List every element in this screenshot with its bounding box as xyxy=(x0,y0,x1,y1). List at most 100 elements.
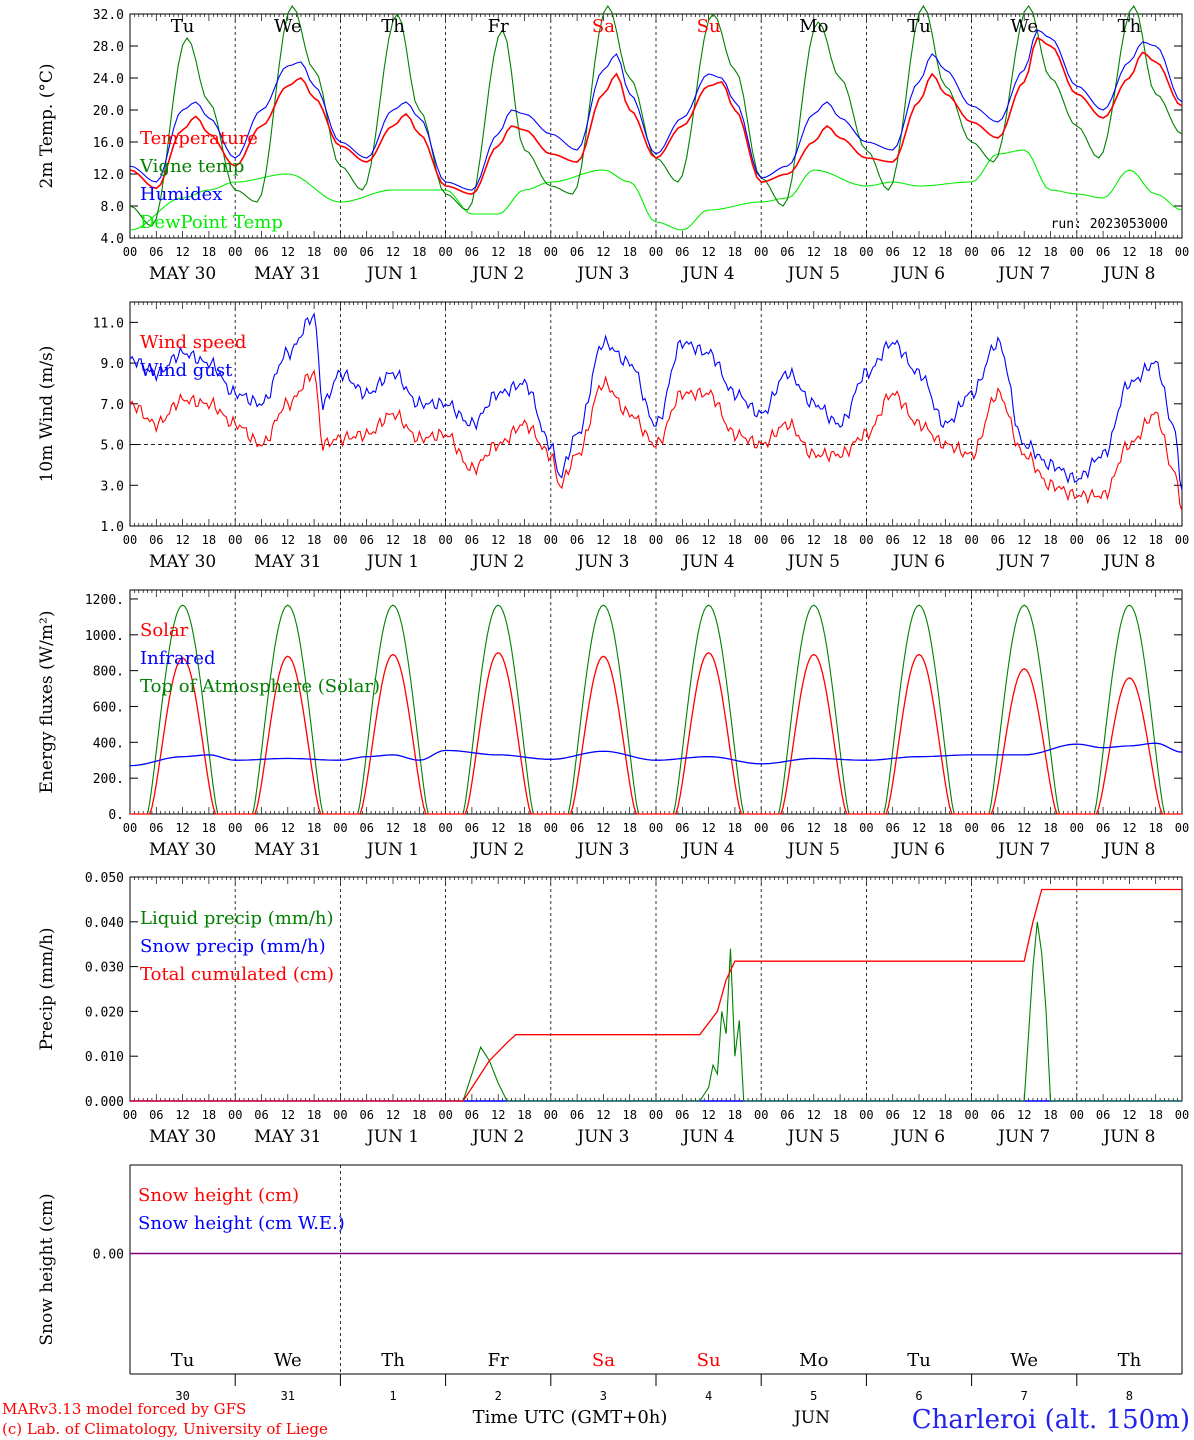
hour-tick-label: 12 xyxy=(701,821,715,835)
hour-tick-label: 06 xyxy=(149,245,163,259)
hour-tick-label: 00 xyxy=(649,1108,663,1122)
hour-tick-label: 06 xyxy=(149,533,163,547)
hour-tick-label: 06 xyxy=(1096,1108,1110,1122)
hour-tick-label: 18 xyxy=(1148,245,1162,259)
hour-tick-label: 06 xyxy=(991,533,1005,547)
date-label: JUN 7 xyxy=(996,840,1050,860)
y-tick-label: 16.0 xyxy=(93,136,124,151)
hour-tick-label: 12 xyxy=(1017,533,1031,547)
hour-tick-label: 00 xyxy=(438,1108,452,1122)
hour-tick-label: 12 xyxy=(491,1108,505,1122)
hour-tick-label: 06 xyxy=(465,1108,479,1122)
legend-entry: Snow height (cm W.E.) xyxy=(138,1213,345,1234)
y-tick-label: 4.0 xyxy=(101,232,124,247)
hour-tick-label: 06 xyxy=(675,533,689,547)
hour-tick-label: 18 xyxy=(833,1108,847,1122)
hour-tick-label: 12 xyxy=(281,245,295,259)
y-tick-label: 0.00 xyxy=(93,1248,124,1263)
series-line-total-cumulated xyxy=(130,888,1182,1102)
hour-tick-label: 18 xyxy=(833,533,847,547)
hour-tick-label: 12 xyxy=(807,1108,821,1122)
date-label: MAY 30 xyxy=(149,552,216,572)
legend-entry: Snow height (cm) xyxy=(138,1185,299,1206)
date-label: JUN 2 xyxy=(470,264,524,284)
hour-tick-label: 12 xyxy=(701,1108,715,1122)
hour-tick-label: 00 xyxy=(438,533,452,547)
y-tick-label: 5.0 xyxy=(101,439,124,454)
hour-tick-label: 18 xyxy=(833,821,847,835)
date-label: JUN 3 xyxy=(575,264,629,284)
hour-tick-label: 12 xyxy=(1122,245,1136,259)
hour-tick-label: 00 xyxy=(1070,821,1084,835)
date-label: JUN 7 xyxy=(996,264,1050,284)
hour-tick-label: 00 xyxy=(859,533,873,547)
hour-tick-label: 18 xyxy=(1043,821,1057,835)
legend-entry: Solar xyxy=(140,620,189,641)
date-label: JUN 1 xyxy=(365,1127,419,1147)
hour-tick-label: 06 xyxy=(885,245,899,259)
hour-tick-label: 00 xyxy=(964,1108,978,1122)
hour-tick-label: 00 xyxy=(544,821,558,835)
hour-tick-label: 12 xyxy=(491,245,505,259)
hour-tick-label: 18 xyxy=(938,821,952,835)
date-label: JUN 1 xyxy=(365,264,419,284)
legend-entry: Wind gust xyxy=(140,360,233,381)
y-tick-label: 20.0 xyxy=(93,104,124,119)
hour-tick-label: 06 xyxy=(780,245,794,259)
hour-tick-label: 00 xyxy=(859,245,873,259)
hour-tick-label: 18 xyxy=(728,533,742,547)
hour-tick-label: 18 xyxy=(938,533,952,547)
hour-tick-label: 12 xyxy=(281,1108,295,1122)
hour-tick-label: 06 xyxy=(254,533,268,547)
date-label: JUN 2 xyxy=(470,552,524,572)
day-name: Fr xyxy=(488,1350,509,1371)
hour-tick-label: 12 xyxy=(1122,821,1136,835)
hour-tick-label: 00 xyxy=(544,533,558,547)
hour-tick-label: 12 xyxy=(912,533,926,547)
hour-tick-label: 06 xyxy=(465,245,479,259)
date-label: JUN 1 xyxy=(365,840,419,860)
y-tick-label: 0.010 xyxy=(85,1050,124,1065)
y-tick-label: 24.0 xyxy=(93,72,124,87)
date-label: MAY 31 xyxy=(254,840,321,860)
hour-tick-label: 06 xyxy=(780,1108,794,1122)
hour-tick-label: 06 xyxy=(570,821,584,835)
day-name: We xyxy=(1010,16,1038,37)
hour-tick-label: 18 xyxy=(517,533,531,547)
hour-tick-label: 00 xyxy=(754,533,768,547)
hour-tick-label: 12 xyxy=(1122,533,1136,547)
day-name: Th xyxy=(1118,1350,1142,1371)
date-label: JUN 6 xyxy=(891,1127,945,1147)
model-credit: MARv3.13 model forced by GFS xyxy=(2,1400,246,1418)
hour-tick-label: 12 xyxy=(596,821,610,835)
legend-entry: Total cumulated (cm) xyxy=(140,964,334,985)
hour-tick-label: 18 xyxy=(728,1108,742,1122)
hour-tick-label: 06 xyxy=(359,533,373,547)
hour-tick-label: 06 xyxy=(465,533,479,547)
hour-tick-label: 00 xyxy=(438,821,452,835)
hour-tick-label: 18 xyxy=(412,821,426,835)
legend-entry: Humidex xyxy=(140,184,222,205)
hour-tick-label: 06 xyxy=(1096,821,1110,835)
hour-tick-label: 06 xyxy=(675,821,689,835)
legend-entry: Temperature xyxy=(140,128,258,149)
hour-tick-label: 00 xyxy=(228,821,242,835)
hour-tick-label: 18 xyxy=(202,245,216,259)
y-axis-title: 2m Temp. (°C) xyxy=(37,63,57,188)
hour-tick-label: 12 xyxy=(596,1108,610,1122)
day-name: Tu xyxy=(171,16,195,37)
y-tick-label: 0.040 xyxy=(85,916,124,931)
day-name: Tu xyxy=(907,1350,931,1371)
series-line-temperature xyxy=(129,36,1183,195)
date-label: JUN 3 xyxy=(575,552,629,572)
legend-entry: Infrared xyxy=(140,648,215,669)
hour-tick-label: 00 xyxy=(333,245,347,259)
date-label: JUN 6 xyxy=(891,552,945,572)
hour-tick-label: 18 xyxy=(728,821,742,835)
hour-tick-label: 12 xyxy=(175,245,189,259)
hour-tick-label: 06 xyxy=(570,1108,584,1122)
date-label: JUN 8 xyxy=(1101,552,1155,572)
hour-tick-label: 18 xyxy=(1148,533,1162,547)
legend-entry: Top of Atmosphere (Solar) xyxy=(140,676,380,697)
hour-tick-label: 00 xyxy=(1175,245,1189,259)
